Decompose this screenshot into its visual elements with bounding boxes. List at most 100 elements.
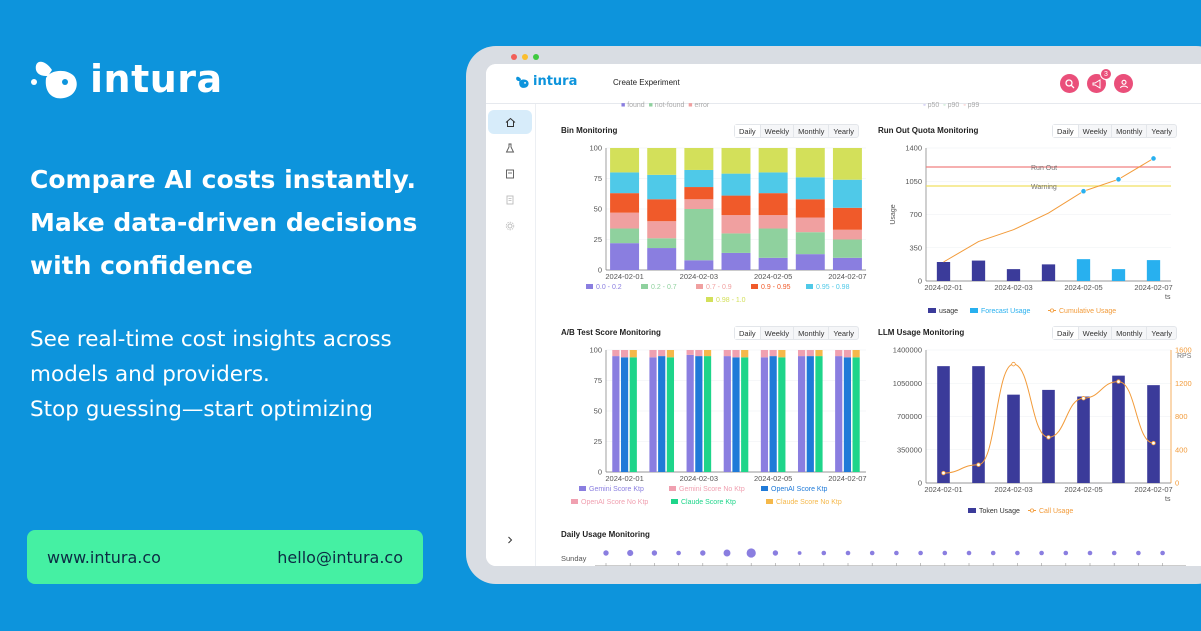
call-usage-point (976, 462, 981, 467)
usage-dot (821, 550, 827, 556)
sidebar-item-settings[interactable] (488, 214, 532, 238)
tab-daily[interactable]: Daily (735, 327, 761, 339)
x-tick-label: 2024-02-01 (605, 474, 643, 483)
bar-segment (610, 172, 640, 194)
bar-segment (758, 172, 788, 194)
bar-segment (832, 148, 862, 180)
megaphone-icon (1092, 78, 1100, 89)
tab-yearly[interactable]: Yearly (833, 126, 854, 136)
usage-dot (942, 550, 948, 556)
tab-weekly[interactable]: Weekly (1079, 327, 1113, 339)
y-tick-label: 1400000 (893, 346, 922, 355)
profile-button[interactable] (1114, 74, 1133, 93)
sidebar-item-reports[interactable] (488, 162, 532, 186)
threshold-label: Warning (1031, 184, 1057, 191)
legend-label: Call Usage (1039, 508, 1073, 515)
bar-segment (795, 232, 825, 255)
y-tick-label: 100 (589, 346, 602, 355)
usage-dot (1136, 550, 1141, 556)
tab-yearly[interactable]: Yearly (1151, 126, 1172, 136)
bar-segment (732, 350, 740, 358)
chevron-right-icon (508, 536, 513, 544)
tab-daily[interactable]: Daily (1053, 327, 1079, 339)
bar-segment (612, 350, 620, 357)
bar-segment (721, 173, 751, 196)
usage-dot (1111, 550, 1117, 556)
sidebar-expand-button[interactable] (488, 528, 532, 552)
headline-line: Make data-driven decisions (30, 208, 418, 237)
x-tick-label: 2024-02-01 (605, 272, 643, 281)
legend-p90: p90 (947, 102, 960, 109)
y-tick-label: 1050000 (893, 379, 922, 388)
bar-segment (806, 350, 814, 357)
bar-segment (797, 356, 806, 472)
x-tick-label: 2024-02-07 (1134, 283, 1172, 292)
bar-segment (658, 356, 666, 472)
bar (937, 366, 950, 483)
app-logo[interactable]: intura (514, 74, 577, 89)
y2-tick-label: 800 (1175, 412, 1188, 421)
usage-dot (772, 550, 779, 556)
website-link[interactable]: www.intura.co (47, 547, 161, 567)
y2-tick-label: 1600 (1175, 346, 1192, 355)
sidebar-item-home[interactable] (488, 110, 532, 134)
tab-monthly[interactable]: Monthly (1112, 125, 1148, 137)
quota-period-tabs: Daily Weekly Monthly Yearly (1052, 124, 1177, 138)
window-dots (511, 54, 539, 60)
announcements-button[interactable]: 3 (1087, 68, 1112, 93)
tab-daily[interactable]: Daily (735, 125, 761, 137)
bar-segment (666, 357, 675, 472)
bar-segment (721, 148, 751, 174)
call-usage-point (1116, 379, 1121, 384)
x-tick-label: 2024-02-07 (828, 272, 866, 281)
x-tick-label: 2024-02-03 (994, 485, 1032, 494)
usage-dot (918, 550, 923, 556)
bin-monitoring-title: Bin Monitoring (561, 126, 618, 135)
legend-swatch (706, 297, 713, 302)
y-category-label: Sunday (561, 554, 587, 563)
legend-swatch (671, 499, 678, 504)
legend-swatch (1029, 508, 1034, 513)
create-experiment-link[interactable]: Create Experiment (613, 78, 680, 87)
bar-segment (610, 228, 640, 244)
tab-monthly[interactable]: Monthly (794, 327, 830, 339)
tab-weekly[interactable]: Weekly (761, 125, 795, 137)
search-button[interactable] (1060, 74, 1079, 93)
bar-segment (852, 357, 860, 472)
usage-dot (1063, 550, 1069, 556)
bar-segment (843, 350, 852, 358)
legend-swatch (696, 284, 703, 289)
legend-label: 0.9 - 0.95 (761, 284, 791, 291)
tab-weekly[interactable]: Weekly (761, 327, 795, 339)
y-tick-label: 700000 (897, 412, 922, 421)
top-nav: intura Create Experiment 3 (486, 64, 1201, 104)
bar-segment (649, 350, 657, 358)
x-tick-label: 2024-02-01 (924, 485, 962, 494)
bar (1006, 269, 1021, 281)
legend-label: OpenAI Score Ktp (771, 486, 828, 493)
bar-segment (686, 354, 694, 472)
tab-monthly[interactable]: Monthly (794, 125, 830, 137)
y2-tick-label: 1200 (1175, 379, 1192, 388)
sidebar-item-experiments[interactable] (488, 136, 532, 160)
bar-segment (649, 357, 657, 472)
call-usage-point (941, 470, 946, 476)
email-link[interactable]: hello@intura.co (277, 547, 403, 567)
daily-usage-title: Daily Usage Monitoring (561, 530, 650, 539)
tab-yearly[interactable]: Yearly (833, 328, 854, 338)
nav-actions: 3 (1060, 68, 1133, 93)
bar-segment (778, 357, 786, 472)
y2-axis-label: RPS (1177, 353, 1192, 360)
call-usage-point (1151, 440, 1156, 446)
tab-daily[interactable]: Daily (1053, 125, 1079, 137)
top-legend-fragment: ■ found ■ not-found ■ error ◦ p50 ◦ p90 … (621, 102, 980, 109)
tab-monthly[interactable]: Monthly (1112, 327, 1148, 339)
legend-swatch (1049, 308, 1054, 313)
y-tick-label: 0 (598, 266, 602, 275)
bar (936, 262, 951, 281)
tab-yearly[interactable]: Yearly (1151, 328, 1172, 338)
sidebar-item-billing[interactable] (488, 188, 532, 212)
bar-segment (647, 174, 677, 200)
tab-weekly[interactable]: Weekly (1079, 125, 1113, 137)
legend-not-found: not-found (654, 102, 685, 109)
